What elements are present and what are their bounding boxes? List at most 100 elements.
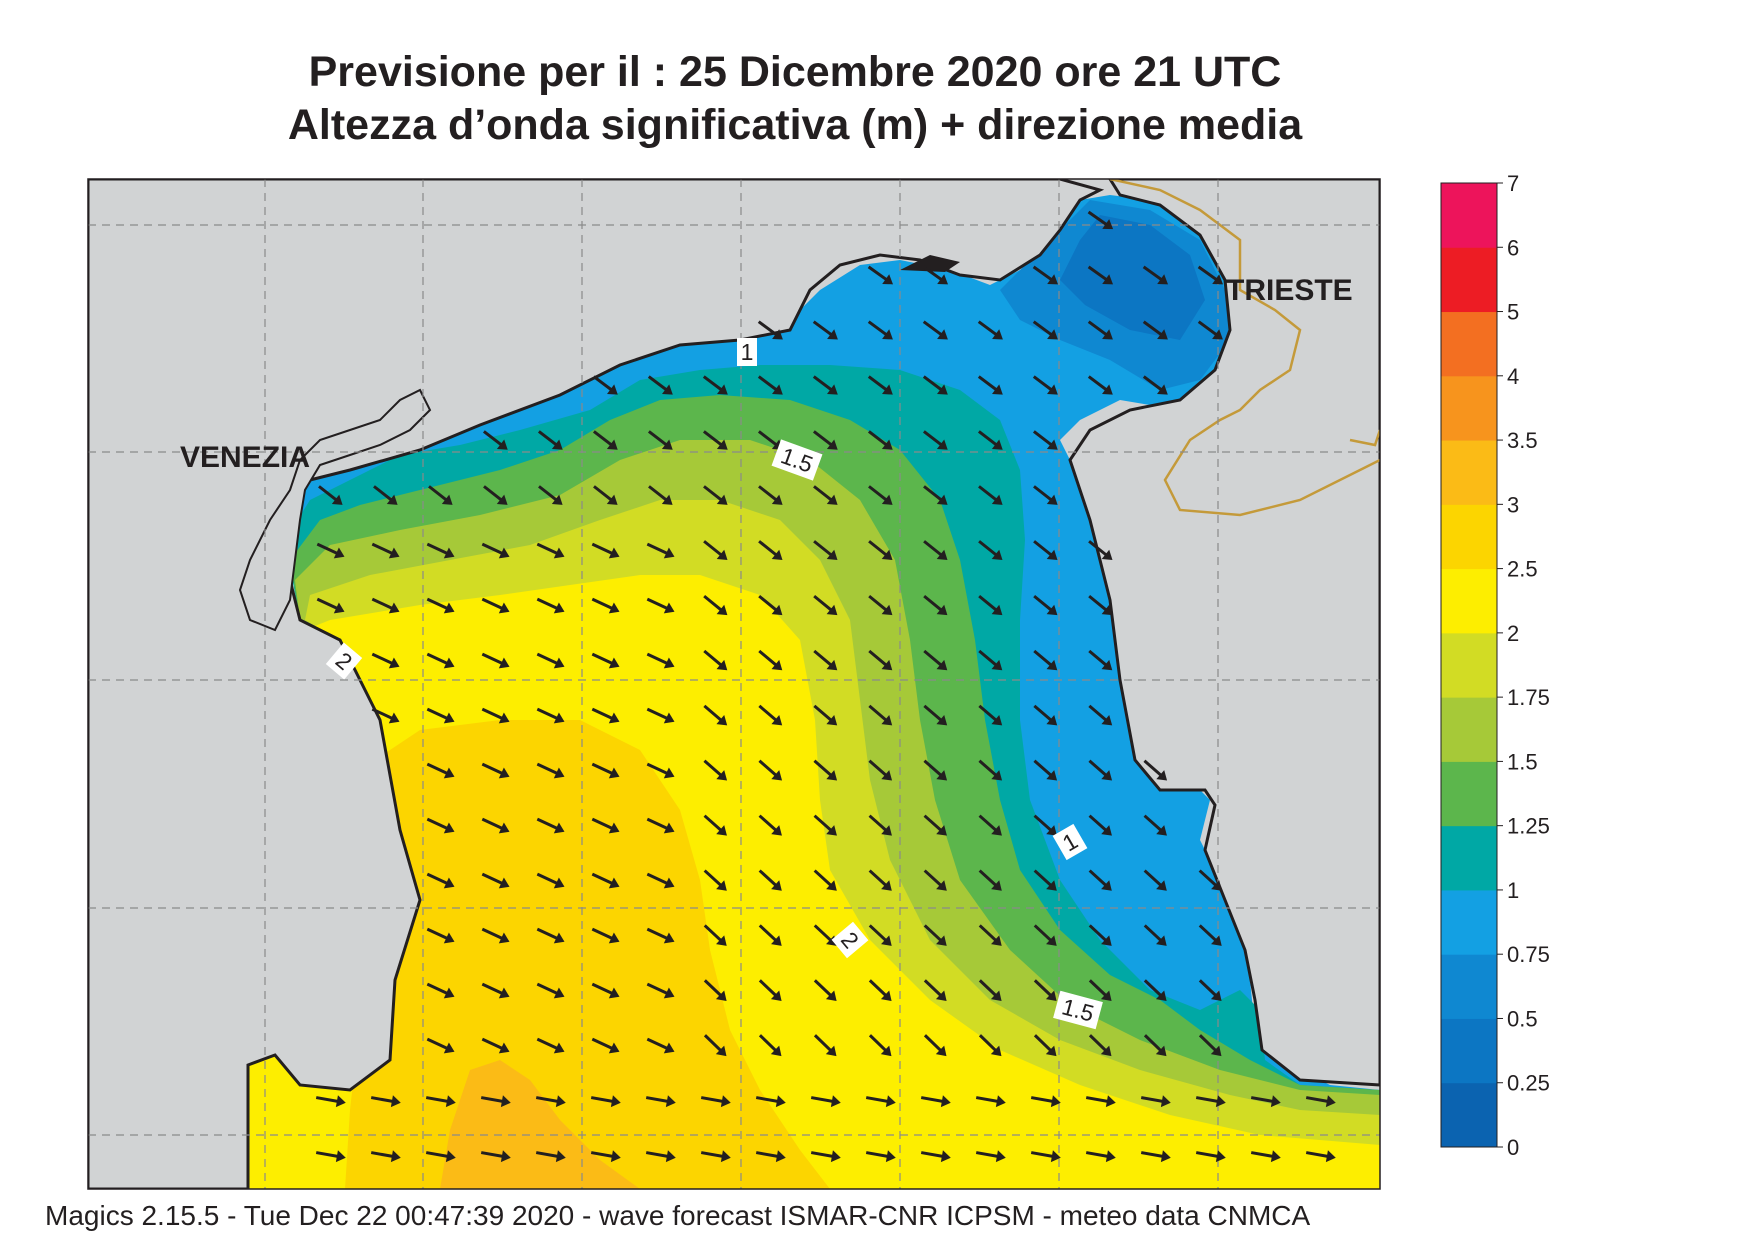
direction-arrow — [536, 652, 565, 669]
legend-label: 0.25 — [1507, 1071, 1550, 1096]
direction-arrow — [536, 817, 565, 834]
direction-arrow — [812, 320, 838, 340]
direction-arrow — [867, 265, 894, 285]
direction-arrow — [703, 704, 728, 726]
direction-arrow — [923, 1034, 947, 1057]
direction-arrow — [1305, 1095, 1336, 1108]
direction-arrow — [1250, 1095, 1281, 1108]
direction-arrow — [977, 320, 1003, 340]
direction-arrow — [1088, 649, 1113, 671]
direction-arrow — [978, 594, 1003, 616]
direction-arrow — [426, 542, 455, 559]
direction-arrow — [868, 814, 892, 836]
direction-arrow — [868, 649, 893, 671]
legend-label: 1 — [1507, 878, 1519, 903]
direction-arrow — [1033, 704, 1058, 726]
direction-arrow — [535, 1150, 566, 1163]
legend-frame — [1440, 182, 1498, 1148]
direction-arrow — [426, 927, 455, 944]
direction-arrow — [758, 924, 782, 946]
direction-arrow — [703, 979, 727, 1002]
direction-arrow — [755, 1095, 786, 1108]
direction-arrow — [865, 1095, 896, 1108]
direction-arrow — [1085, 1095, 1116, 1108]
direction-arrow — [920, 1095, 951, 1108]
direction-arrow — [425, 1150, 456, 1163]
direction-arrow — [591, 872, 620, 889]
direction-arrow — [813, 649, 838, 671]
direction-arrow — [1143, 869, 1167, 891]
direction-arrow — [315, 1150, 346, 1163]
direction-arrow — [978, 814, 1002, 836]
svg-text:1: 1 — [741, 339, 754, 365]
direction-arrow — [810, 1095, 841, 1108]
direction-arrow — [646, 982, 675, 999]
direction-arrow — [703, 869, 727, 891]
direction-arrow — [481, 762, 510, 779]
legend-swatch — [1441, 375, 1497, 441]
chart-title-line2: Altezza d’onda significativa (m) + direz… — [287, 101, 1303, 149]
direction-arrow — [812, 430, 838, 450]
direction-arrow — [813, 540, 838, 560]
direction-arrow — [536, 1037, 565, 1054]
direction-arrow — [536, 927, 565, 944]
graticule — [88, 179, 1380, 1189]
direction-arrow — [812, 375, 838, 395]
legend-label: 0.5 — [1507, 1006, 1538, 1031]
direction-arrow — [591, 817, 620, 834]
direction-arrow — [1033, 649, 1058, 671]
direction-arrow — [813, 869, 837, 891]
direction-arrow — [813, 704, 838, 726]
legend-swatch — [1441, 761, 1497, 827]
direction-arrow — [865, 1150, 896, 1163]
direction-arrow — [810, 1150, 841, 1163]
direction-arrow — [700, 1095, 731, 1108]
direction-arrow — [482, 430, 508, 450]
direction-arrow — [700, 1150, 731, 1163]
legend-label: 1.25 — [1507, 814, 1550, 839]
land-istria — [1068, 179, 1380, 1087]
direction-arrow — [758, 1034, 782, 1057]
direction-arrow — [591, 707, 620, 724]
legend-label: 1.75 — [1507, 685, 1550, 710]
direction-arrow — [646, 542, 675, 559]
legend-swatch — [1441, 1082, 1497, 1148]
direction-arrow — [648, 485, 673, 505]
legend-colorbar: 0 0.25 0.5 0.75 1 1.25 1.5 1.75 2 2.5 3 3.5 4 5 6 7 — [1440, 171, 1550, 1160]
direction-arrow — [758, 759, 783, 781]
direction-arrow — [591, 927, 620, 944]
contour-label: 1 — [737, 338, 757, 366]
direction-arrow — [1197, 265, 1224, 285]
legend-swatch — [1441, 183, 1497, 248]
direction-arrow — [1198, 924, 1222, 946]
direction-arrow — [1195, 1095, 1226, 1108]
direction-arrow — [868, 979, 892, 1002]
direction-arrow — [647, 375, 673, 395]
direction-arrow — [923, 979, 947, 1002]
direction-arrow — [371, 597, 400, 614]
direction-arrow — [370, 1095, 401, 1108]
direction-arrow — [536, 872, 565, 889]
direction-arrow — [978, 485, 1003, 505]
direction-arrow — [758, 649, 783, 671]
direction-arrow — [978, 540, 1003, 560]
direction-arrow — [646, 762, 675, 779]
direction-arrow — [645, 1150, 676, 1163]
direction-arrow — [1033, 924, 1057, 946]
direction-arrow — [703, 924, 727, 946]
contour-label: 1.5 — [1053, 990, 1103, 1030]
direction-arrow — [868, 704, 893, 726]
direction-arrow — [428, 485, 453, 505]
direction-arrow — [645, 1095, 676, 1108]
legend-swatch — [1441, 311, 1497, 377]
legend-label: 0.75 — [1507, 942, 1550, 967]
direction-arrow — [867, 430, 893, 450]
direction-arrow — [702, 375, 728, 395]
legend-swatch — [1441, 825, 1497, 891]
direction-arrow — [703, 540, 728, 560]
direction-arrow — [703, 814, 727, 836]
sea-band-2.5 — [345, 720, 830, 1189]
direction-arrow — [481, 1037, 510, 1054]
direction-arrow — [536, 542, 565, 559]
direction-arrow — [977, 375, 1003, 395]
